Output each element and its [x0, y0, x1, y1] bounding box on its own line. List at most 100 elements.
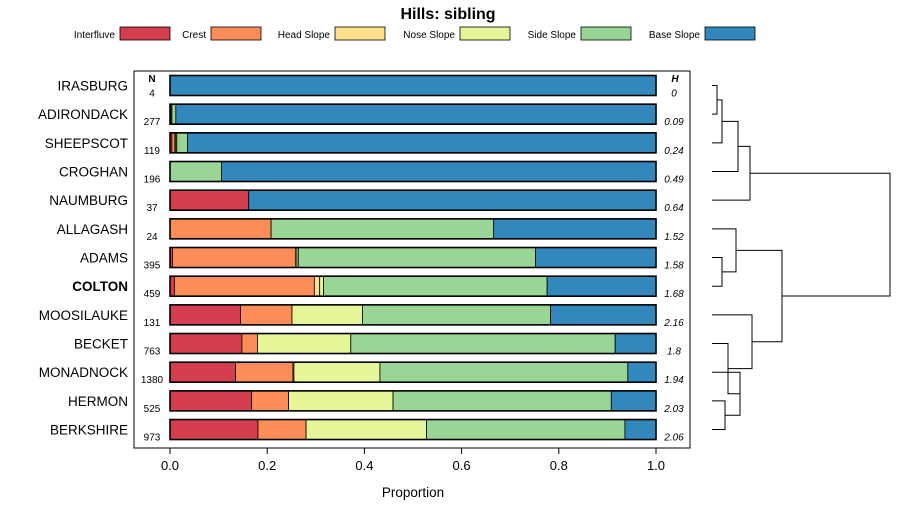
row-label-3: SHEEPSCOT	[45, 136, 128, 151]
bar-segment-9-6	[550, 304, 657, 326]
legend-swatch-5	[580, 26, 632, 41]
bar-outline-7	[169, 246, 657, 269]
plot-panel	[133, 70, 691, 449]
row-label-9: MOOSILAUKE	[39, 308, 128, 323]
bar-segment-7-6	[535, 247, 657, 268]
dendrogram-branch-4	[712, 145, 751, 201]
dendrogram-branch-5	[712, 257, 723, 287]
row-label-8: COLTON	[72, 279, 128, 294]
bar-segment-13-2	[257, 419, 307, 440]
bar-segment-3-5	[176, 132, 188, 154]
n-value-5: 37	[146, 203, 158, 214]
bar-outline-2	[169, 103, 657, 125]
x-tick-label-6: 1.0	[647, 458, 665, 473]
bar-segment-2-6	[175, 103, 657, 125]
n-value-8: 459	[144, 289, 161, 300]
dendrogram-branch-3	[712, 120, 739, 173]
bar-segment-8-3	[313, 275, 321, 297]
dendrogram-branch-12	[750, 172, 891, 297]
row-label-6: ALLAGASH	[57, 222, 128, 237]
legend-label-1: Interfluve	[74, 30, 116, 41]
row-label-12: HERMON	[68, 394, 128, 409]
bar-segment-5-1	[169, 189, 250, 211]
bar-outline-1	[169, 74, 657, 97]
h-value-5: 0.64	[664, 203, 684, 214]
bar-segment-4-6	[221, 161, 657, 182]
bar-segment-11-4	[293, 361, 381, 383]
bar-outline-9	[169, 304, 657, 326]
h-column-header: H	[671, 74, 679, 85]
bar-segment-11-2	[235, 361, 294, 383]
bar-segment-13-5	[426, 419, 626, 440]
row-label-5: NAUMBURG	[49, 193, 128, 208]
bar-outline-13	[169, 418, 657, 441]
row-label-10: BECKET	[74, 337, 128, 352]
h-value-9: 2.16	[663, 318, 684, 329]
legend-label-4: Nose Slope	[403, 30, 455, 41]
legend-label-6: Base Slope	[649, 30, 701, 41]
bar-segment-3-2	[171, 132, 176, 154]
dendrogram-branch-6	[712, 228, 737, 273]
dendrogram-branch-1	[712, 85, 718, 115]
bar-segment-5-6	[248, 189, 657, 211]
bar-segment-9-2	[240, 304, 293, 326]
bar-segment-10-6	[614, 333, 657, 354]
bar-segment-9-1	[169, 304, 241, 326]
h-value-12: 2.03	[663, 404, 684, 415]
legend-swatch-4	[459, 26, 511, 41]
h-value-8: 1.68	[664, 289, 684, 300]
row-label-13: BERKSHIRE	[50, 423, 128, 438]
bar-segment-6-2	[169, 218, 272, 240]
n-value-7: 395	[144, 261, 161, 272]
x-tick-label-5: 0.8	[550, 458, 568, 473]
n-value-12: 525	[144, 404, 161, 415]
row-label-2: ADIRONDACK	[38, 107, 128, 122]
h-value-1: 0	[671, 89, 677, 100]
bar-segment-8-5	[323, 275, 548, 297]
bar-outline-6	[169, 218, 657, 240]
bar-segment-12-2	[251, 390, 289, 412]
h-value-3: 0.24	[664, 146, 684, 157]
h-value-7: 1.58	[664, 261, 684, 272]
bar-segment-11-1	[169, 361, 237, 383]
bar-outline-11	[169, 361, 657, 384]
bar-segment-7-5	[297, 247, 536, 268]
bar-segment-13-6	[624, 419, 657, 440]
bar-outline-4	[169, 160, 657, 183]
legend: Interfluve Crest Head Slope Nose Slope Side …	[74, 26, 756, 41]
n-value-9: 131	[144, 318, 161, 329]
legend-label-5: Side Slope	[528, 30, 577, 41]
bar-segment-7-2	[172, 247, 296, 268]
x-tick-label-1: 0.0	[161, 458, 179, 473]
h-value-13: 2.06	[663, 433, 684, 444]
n-column-header: N	[148, 74, 155, 85]
bar-segment-12-1	[169, 390, 253, 412]
bar-segment-12-5	[392, 390, 612, 412]
bar-segment-4-5	[169, 161, 222, 182]
legend-swatch-6	[704, 26, 756, 41]
bar-segment-13-4	[305, 419, 428, 440]
n-value-3: 119	[144, 146, 160, 157]
n-value-11: 1380	[141, 375, 164, 386]
bar-segment-8-2	[173, 275, 315, 297]
bar-segment-11-6	[627, 361, 657, 383]
bar-segment-8-6	[546, 275, 657, 297]
bar-segment-10-1	[169, 333, 243, 354]
bar-segment-10-2	[241, 333, 258, 354]
x-tick-label-4: 0.6	[453, 458, 471, 473]
chart-title: Hills: sibling	[400, 6, 495, 23]
x-tick-label-3: 0.4	[355, 458, 373, 473]
row-labels: IRASBURG 4 0 ADIRONDACK 277 0.09 SHEEPSCOT 119 0…	[38, 79, 684, 444]
bar-segment-9-5	[362, 304, 551, 326]
bar-segment-13-1	[169, 419, 259, 440]
row-label-11: MONADNOCK	[39, 365, 128, 380]
n-value-13: 973	[144, 433, 161, 444]
bar-segment-11-5	[379, 361, 629, 383]
bar-segment-6-5	[270, 218, 495, 240]
n-value-2: 277	[144, 117, 161, 128]
h-value-2: 0.09	[664, 117, 684, 128]
h-value-11: 1.94	[664, 375, 684, 386]
n-value-1: 4	[149, 89, 155, 100]
bar-segment-8-4	[319, 275, 324, 297]
